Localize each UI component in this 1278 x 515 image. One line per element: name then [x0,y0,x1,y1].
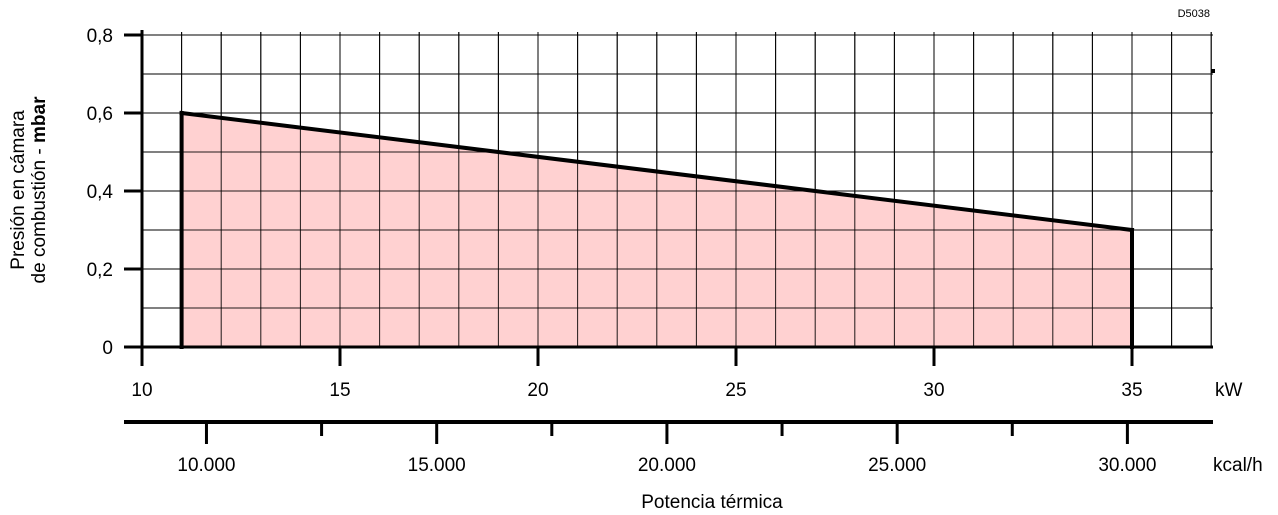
kcal-tick-label: 15.000 [408,455,466,476]
y-tick-labels: 0 0,2 0,4 0,6 0,8 [87,26,142,359]
y-tick-label: 0,4 [87,182,114,203]
field-top-line [179,110,1135,233]
kw-tick-label: 25 [725,380,746,401]
kcal-tick-label: 25.000 [868,455,926,476]
kcal-tick-label: 20.000 [638,455,696,476]
kw-unit-label: kW [1215,380,1243,401]
svg-text:de combustión - mbar: de combustión - mbar [29,96,50,284]
corner-marker [1211,69,1215,73]
kcal-axis: 10.000 15.000 20.000 25.000 30.000 [124,420,1213,476]
y-axis-title-line2: de combustión - [29,143,50,283]
kw-tick-label: 20 [527,380,548,401]
working-field-outline [179,110,1135,349]
kcal-tick-label: 10.000 [177,455,235,476]
kw-tick-label: 30 [923,380,944,401]
y-tick-label: 0,2 [87,260,113,281]
kcal-unit-label: kcal/h [1213,455,1263,476]
x-axis-title: Potencia térmica [641,492,783,513]
y-tick-label: 0,8 [87,26,113,47]
kw-tick-label: 35 [1121,380,1142,401]
kw-tick-labels: 10 15 20 25 30 35 [131,347,1143,401]
y-axis-title: Presión en cámara de combustión - mbar [8,96,50,284]
drawing-code: D5038 [1178,8,1210,20]
kw-tick-label: 10 [131,380,152,401]
y-axis-unit: mbar [29,96,50,143]
y-axis-title-line1: Presión en cámara [8,110,29,270]
y-tick-label: 0 [102,338,113,359]
axes [124,30,1215,366]
kw-tick-label: 15 [329,380,350,401]
y-tick-label: 0,6 [87,104,113,125]
kcal-tick-label: 30.000 [1098,455,1156,476]
grid-overlay [142,32,1213,347]
svg-text:Presión en cámara: Presión en cámara [8,110,29,270]
